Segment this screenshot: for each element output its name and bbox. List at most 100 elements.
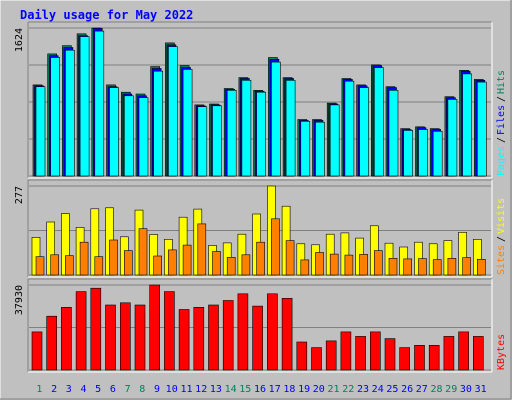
day-label: 31	[475, 384, 487, 395]
bar-pages	[403, 130, 414, 177]
day-label: 22	[342, 384, 354, 395]
bar-sites	[241, 254, 251, 276]
bar-sites	[285, 240, 295, 276]
day-label: 25	[386, 384, 398, 395]
bar-pages	[447, 99, 458, 177]
bar-kbytes	[237, 293, 249, 371]
day-label: 5	[95, 384, 101, 395]
bar-pages	[138, 97, 149, 177]
bar-pages	[50, 57, 61, 177]
bar-sites	[226, 256, 236, 276]
bar-kbytes	[31, 331, 43, 371]
bar-sites	[447, 257, 457, 276]
side-legend: Sites / Visits	[496, 198, 507, 275]
legend-label: Hits	[496, 70, 507, 94]
bar-sites	[344, 254, 354, 276]
bar-sites	[109, 239, 118, 276]
bar-pages	[212, 105, 222, 177]
day-label: 20	[313, 384, 325, 395]
y-max-label: 277	[14, 186, 25, 204]
day-label: 13	[210, 384, 222, 395]
day-label: 27	[416, 384, 428, 395]
bar-pages	[315, 121, 325, 177]
legend-separator: /	[496, 96, 507, 102]
day-label: 12	[195, 384, 207, 395]
bar-pages	[79, 36, 90, 177]
day-label: 18	[283, 384, 295, 395]
bar-sites	[329, 253, 339, 276]
day-label: 9	[154, 384, 160, 395]
day-label: 1	[36, 384, 42, 395]
bar-sites	[182, 244, 192, 276]
day-label: 14	[225, 384, 237, 395]
bar-kbytes	[75, 291, 87, 371]
bar-kbytes	[296, 341, 308, 371]
day-label: 30	[460, 384, 472, 395]
day-label: 23	[357, 384, 369, 395]
bar-kbytes	[164, 291, 175, 371]
bar-sites	[271, 218, 280, 276]
day-label: 19	[298, 384, 310, 395]
bar-pages	[432, 131, 443, 177]
day-label: 4	[80, 384, 86, 395]
day-label: 21	[327, 384, 339, 395]
bar-kbytes	[369, 331, 381, 371]
day-label: 8	[139, 384, 145, 395]
bar-pages	[344, 80, 355, 177]
bar-sites	[359, 254, 368, 276]
bar-pages	[65, 49, 75, 177]
bar-sites	[388, 257, 398, 276]
bar-pages	[476, 81, 487, 177]
bar-pages	[94, 30, 105, 177]
bar-kbytes	[384, 338, 396, 371]
bar-kbytes	[252, 305, 263, 371]
bar-pages	[256, 91, 266, 177]
bar-pages	[109, 87, 119, 177]
bar-sites	[35, 256, 45, 276]
bar-kbytes	[61, 306, 72, 371]
bar-sites	[94, 256, 104, 276]
bar-sites	[168, 249, 177, 276]
bar-pages	[285, 80, 296, 177]
day-label: 15	[239, 384, 251, 395]
bar-kbytes	[208, 304, 219, 371]
panel-hits-files-pages: 1624 Pages / Files / Hits	[14, 21, 507, 179]
bar-sites	[462, 257, 471, 276]
chart-panels: 1624 Pages / Files / Hits 277 Sites / Visits 37930…	[14, 21, 507, 373]
day-label: 16	[254, 384, 266, 395]
legend-label: Pages	[496, 146, 507, 176]
day-label: 11	[180, 384, 192, 395]
day-label: 26	[401, 384, 413, 395]
legend-separator: /	[496, 236, 507, 242]
bar-pages	[271, 61, 281, 177]
bar-sites	[315, 252, 324, 276]
side-legend: KBytes	[496, 334, 507, 370]
bar-sites	[212, 251, 221, 276]
day-label: 3	[66, 384, 72, 395]
bar-kbytes	[340, 331, 352, 371]
legend-label: Files	[496, 105, 507, 135]
bar-kbytes	[458, 331, 469, 371]
bar-kbytes	[149, 284, 160, 371]
legend-label: Visits	[496, 198, 507, 234]
bar-kbytes	[414, 344, 425, 371]
bar-sites	[138, 228, 148, 276]
bar-kbytes	[281, 297, 293, 371]
bar-sites	[418, 258, 427, 276]
bar-kbytes	[105, 304, 116, 371]
bar-pages	[329, 104, 340, 177]
bar-kbytes	[399, 347, 411, 371]
bar-sites	[476, 258, 486, 276]
side-legend: Pages / Files / Hits	[496, 70, 507, 176]
bar-sites	[50, 254, 60, 276]
bar-kbytes	[178, 309, 190, 371]
bar-sites	[373, 250, 383, 276]
bar-sites	[124, 250, 133, 276]
day-labels: 1 2 3 4 5 6 7 8 9 10 11 12 13 14 15 16 17 18 19 20 21 22 23 24 2…	[36, 384, 486, 395]
legend-label: KBytes	[496, 334, 507, 370]
y-max-label: 37930	[14, 285, 25, 315]
day-label: 10	[166, 384, 178, 395]
bar-sites	[153, 255, 162, 276]
bar-pages	[124, 95, 134, 177]
